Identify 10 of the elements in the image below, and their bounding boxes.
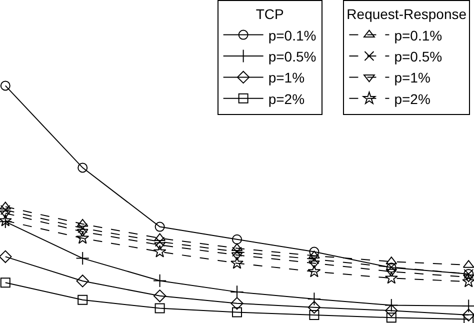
legend-label: p=1% xyxy=(394,70,430,86)
legend-label: p=2% xyxy=(268,90,305,107)
legend-label: p=0.5% xyxy=(268,48,316,64)
legend-label: p=0.1% xyxy=(268,27,316,44)
text: Request-Response xyxy=(346,6,467,22)
text: TCP xyxy=(256,6,284,22)
legend-label: p=1% xyxy=(268,70,305,86)
legend-label: p=0.1% xyxy=(394,27,442,44)
legend-label: p=0.5% xyxy=(394,48,442,64)
legend-label: p=2% xyxy=(394,90,430,107)
